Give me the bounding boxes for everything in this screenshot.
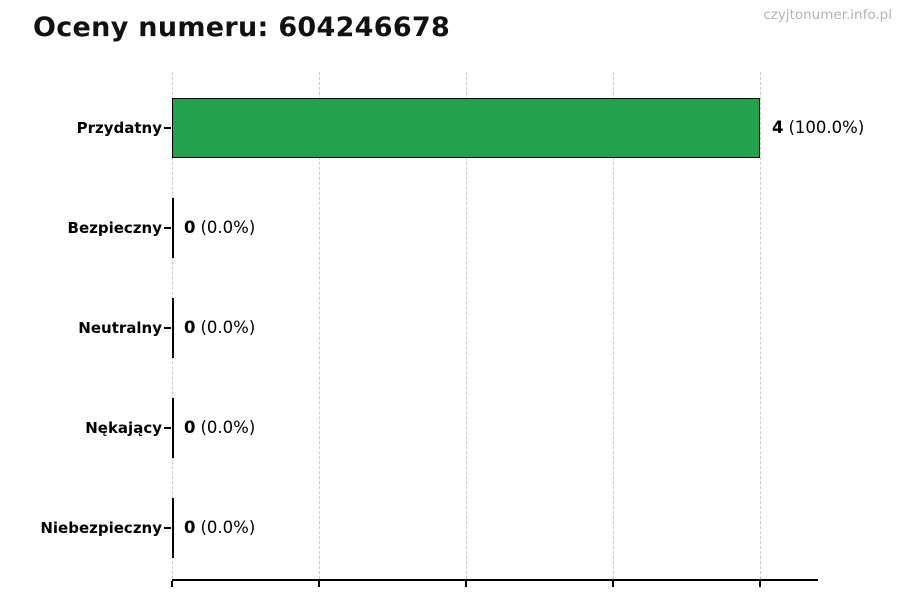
value-label: 0 (0.0%) [184, 298, 255, 358]
bar-row: Niebezpieczny 0 (0.0%) [40, 498, 818, 558]
chart-title: Oceny numeru: 604246678 [33, 12, 451, 43]
plot-area: Przydatny 4 (100.0%) Bezpieczny 0 (0.0%) N… [40, 72, 864, 587]
value-count: 0 [184, 218, 196, 237]
gridline [319, 72, 320, 579]
x-axis-tick [318, 581, 320, 587]
gridline [613, 72, 614, 579]
value-percent: (0.0%) [200, 518, 256, 537]
category-label: Bezpieczny [67, 219, 162, 237]
x-axis-tick [171, 581, 173, 587]
value-label: 0 (0.0%) [184, 398, 255, 458]
bar-bezpieczny [172, 198, 174, 258]
value-label: 0 (0.0%) [184, 198, 255, 258]
value-percent: (0.0%) [200, 318, 256, 337]
value-percent: (0.0%) [200, 218, 256, 237]
gridline [760, 72, 761, 579]
x-axis-tick [612, 581, 614, 587]
value-label: 0 (0.0%) [184, 498, 255, 558]
bar-row: Nękający 0 (0.0%) [85, 398, 818, 458]
y-axis-tick [164, 127, 171, 129]
category-label: Niebezpieczny [40, 519, 162, 537]
y-axis-tick [164, 527, 171, 529]
y-axis-tick [164, 427, 171, 429]
value-count: 0 [184, 418, 196, 437]
category-label: Neutralny [78, 319, 162, 337]
bar-przydatny [172, 98, 760, 158]
bar-row: Neutralny 0 (0.0%) [78, 298, 818, 358]
x-axis-tick [465, 581, 467, 587]
watermark-text: czyjtonumer.info.pl [763, 7, 892, 23]
bar-neutralny [172, 298, 174, 358]
bar-row: Bezpieczny 0 (0.0%) [68, 198, 818, 258]
category-label: Przydatny [76, 119, 162, 137]
value-label: 4 (100.0%) [772, 98, 864, 158]
value-percent: (0.0%) [200, 418, 256, 437]
gridline [466, 72, 467, 579]
bar-niebezpieczny [172, 498, 174, 558]
bar-nekajacy [172, 398, 174, 458]
value-count: 4 [772, 118, 784, 137]
bar-row: Przydatny 4 (100.0%) [77, 98, 864, 158]
value-percent: (100.0%) [788, 118, 865, 137]
category-label: Nękający [85, 419, 162, 437]
x-axis-tick [759, 581, 761, 587]
y-axis-tick [164, 227, 171, 229]
y-axis-tick [164, 327, 171, 329]
value-count: 0 [184, 318, 196, 337]
value-count: 0 [184, 518, 196, 537]
